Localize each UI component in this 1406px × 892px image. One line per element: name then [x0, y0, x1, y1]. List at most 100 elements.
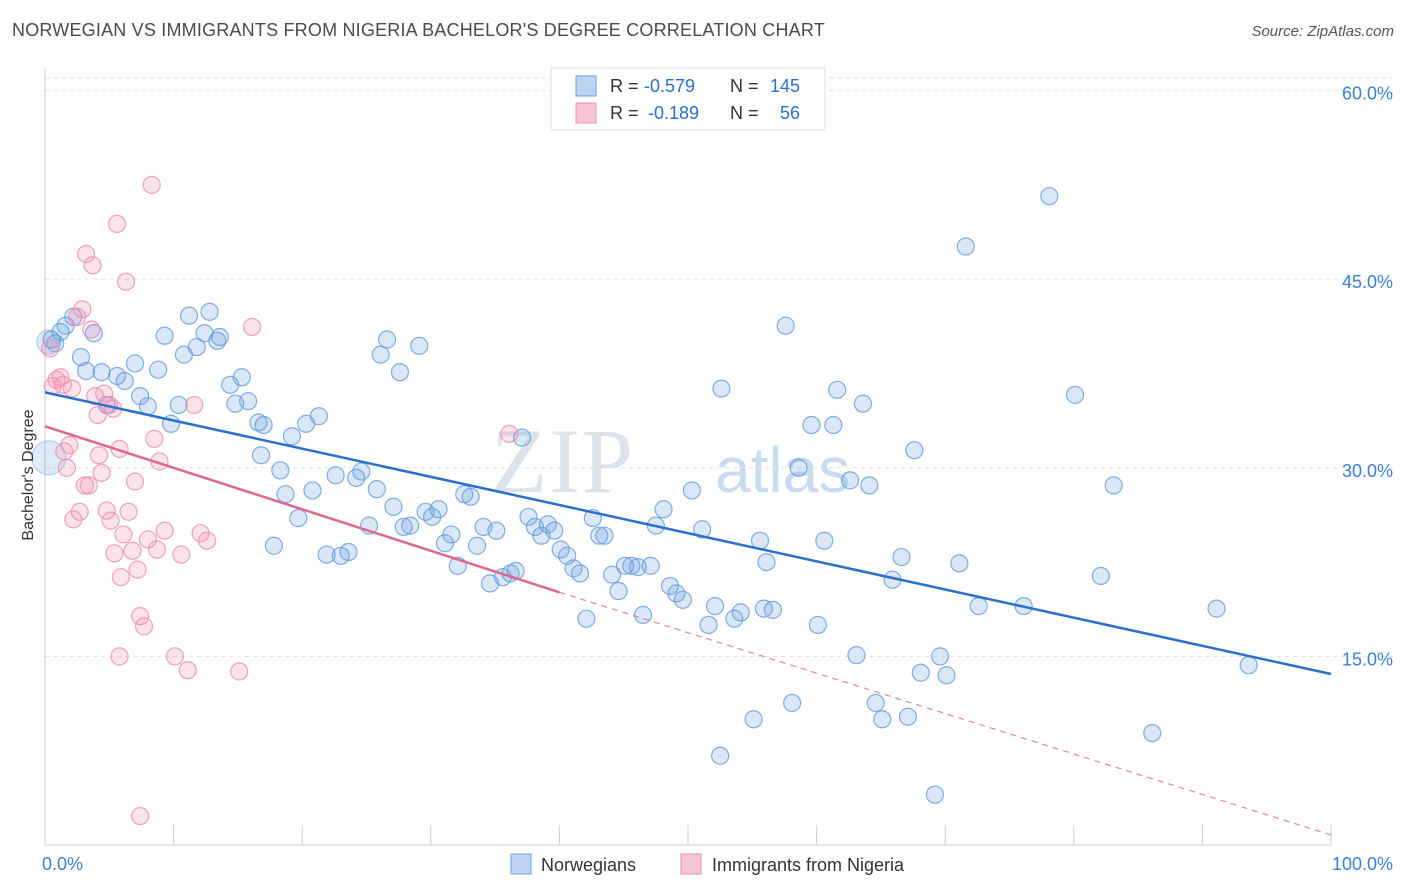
- point-nigeria: [145, 429, 164, 448]
- point-nigeria: [128, 560, 147, 579]
- point-norwegians: [384, 497, 403, 516]
- point-nigeria: [131, 806, 150, 826]
- point-norwegians: [925, 785, 945, 804]
- y-tick-label: 45.0%: [1342, 272, 1393, 292]
- point-nigeria: [134, 617, 154, 636]
- point-norwegians: [682, 481, 701, 500]
- point-norwegians: [401, 516, 420, 535]
- point-norwegians: [866, 693, 885, 713]
- point-nigeria: [116, 272, 136, 291]
- stats-swatch-nigeria: [575, 102, 597, 124]
- point-norwegians: [693, 520, 712, 539]
- point-nigeria: [53, 375, 73, 394]
- point-norwegians: [699, 615, 718, 635]
- point-norwegians: [950, 554, 969, 573]
- point-norwegians: [232, 368, 251, 387]
- point-norwegians: [410, 336, 429, 355]
- point-norwegians: [317, 545, 336, 564]
- stats-legend: R = -0.579 N = 145 R = -0.189 N = 56: [550, 67, 826, 131]
- point-nigeria: [60, 436, 79, 455]
- point-nigeria: [107, 214, 127, 233]
- point-norwegians: [115, 371, 134, 391]
- point-nigeria: [147, 540, 166, 559]
- point-norwegians: [853, 394, 872, 413]
- point-norwegians: [1040, 187, 1059, 206]
- stats-legend-box: [550, 67, 826, 131]
- point-norwegians: [179, 306, 199, 325]
- data-points: [31, 175, 1258, 826]
- x-tick-label-max: 100.0%: [1332, 854, 1393, 874]
- point-norwegians: [545, 521, 564, 540]
- stats-swatch-norwegians: [575, 75, 597, 97]
- point-norwegians: [487, 521, 506, 540]
- point-norwegians: [673, 590, 692, 609]
- point-norwegians: [282, 427, 302, 446]
- point-nigeria: [75, 476, 94, 495]
- point-nigeria: [89, 446, 109, 465]
- point-nigeria: [172, 545, 191, 564]
- point-norwegians: [711, 746, 730, 765]
- point-norwegians: [131, 387, 150, 406]
- point-norwegians: [46, 334, 65, 353]
- point-norwegians: [898, 707, 918, 726]
- watermark-atlas: atlas: [715, 434, 850, 506]
- stats-n-value-nigeria: 56: [780, 103, 800, 123]
- point-nigeria: [142, 175, 161, 194]
- chart-source: Source: ZipAtlas.com: [1251, 23, 1394, 40]
- point-norwegians: [1143, 723, 1162, 743]
- point-norwegians: [519, 507, 538, 526]
- point-norwegians: [394, 517, 413, 536]
- point-norwegians: [911, 663, 930, 682]
- point-norwegians: [467, 536, 487, 555]
- point-norwegians: [367, 480, 386, 499]
- point-nigeria: [57, 458, 76, 477]
- point-norwegians: [390, 363, 410, 382]
- point-norwegians: [930, 647, 950, 666]
- point-nigeria: [114, 525, 133, 544]
- point-norwegians: [1104, 476, 1123, 495]
- point-norwegians: [824, 415, 843, 435]
- point-nigeria: [178, 661, 197, 680]
- point-norwegians: [371, 345, 390, 364]
- point-norwegians: [705, 596, 725, 616]
- bottom-legend: Norwegians Immigrants from Nigeria: [510, 853, 905, 875]
- point-norwegians: [155, 326, 174, 345]
- point-norwegians: [1207, 599, 1226, 618]
- point-norwegians: [570, 564, 590, 583]
- y-tick-label: 15.0%: [1342, 649, 1393, 669]
- point-norwegians: [860, 476, 879, 495]
- point-norwegians: [937, 666, 956, 685]
- point-norwegians: [956, 237, 975, 256]
- point-norwegians: [892, 547, 911, 567]
- point-norwegians: [847, 646, 866, 665]
- point-norwegians: [326, 466, 345, 485]
- point-norwegians: [249, 413, 268, 432]
- point-norwegians: [251, 446, 271, 465]
- point-nigeria: [92, 463, 111, 482]
- point-nigeria: [41, 339, 60, 358]
- point-norwegians: [276, 485, 295, 504]
- point-norwegians: [595, 526, 614, 545]
- trendline-nigeria-extension: [559, 591, 1332, 836]
- point-norwegians: [71, 348, 91, 367]
- stats-r-label-norwegians: R =: [610, 76, 639, 96]
- tick-labels: 15.0% 30.0% 45.0% 60.0% 0.0% 100.0%: [42, 84, 1393, 874]
- point-norwegians: [271, 461, 290, 480]
- point-norwegians: [1091, 566, 1110, 586]
- trendline-nigeria: [44, 425, 560, 594]
- point-norwegians: [264, 536, 284, 555]
- point-norwegians: [200, 302, 219, 321]
- point-nigeria: [105, 544, 124, 563]
- point-norwegians: [615, 556, 635, 575]
- point-nigeria: [110, 647, 129, 666]
- point-norwegians: [442, 525, 461, 544]
- point-nigeria: [185, 395, 204, 415]
- point-norwegians: [309, 407, 329, 426]
- point-nigeria: [64, 510, 83, 529]
- point-norwegians: [77, 361, 96, 381]
- chart-title: NORWEGIAN VS IMMIGRANTS FROM NIGERIA BAC…: [12, 20, 825, 40]
- point-norwegians: [802, 415, 821, 435]
- y-tick-label: 60.0%: [1342, 84, 1393, 104]
- point-norwegians: [339, 542, 358, 562]
- point-nigeria: [95, 384, 114, 403]
